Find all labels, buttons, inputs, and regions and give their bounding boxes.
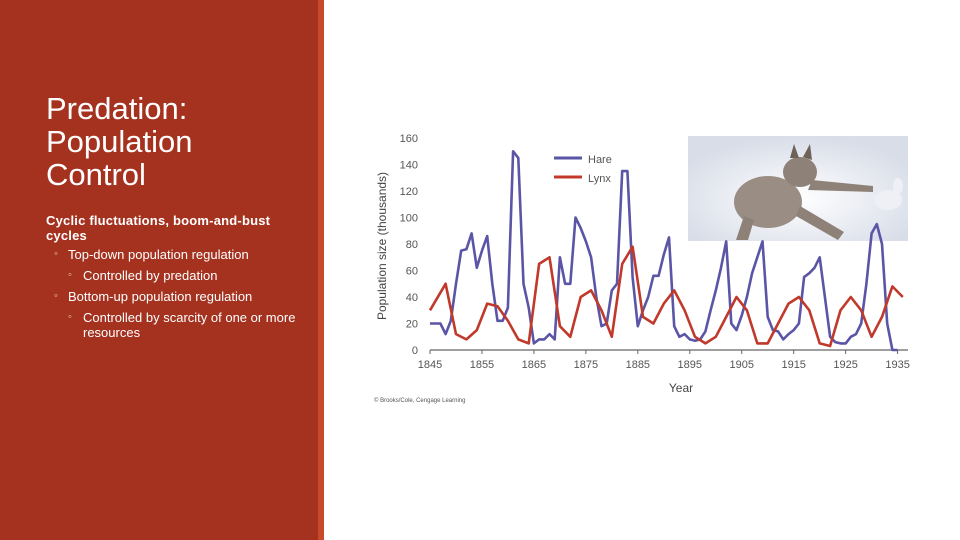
bullet-subitem: ◦ Controlled by scarcity of one or more … (68, 310, 296, 340)
bullet-main: Cyclic fluctuations, boom-and-bust cycle… (46, 213, 271, 243)
x-tick-label: 1875 (574, 359, 598, 371)
x-tick-labels: 1845 1855 1865 1875 1885 1895 1905 1915 1925 1935 (418, 359, 910, 371)
y-axis-label: Population size (thousands) (375, 172, 389, 320)
legend: Hare Lynx (554, 154, 612, 185)
x-tick-label: 1845 (418, 359, 442, 371)
x-tick-label: 1885 (626, 359, 650, 371)
bullet-icon: ◦ (68, 269, 72, 281)
bullet-list: Cyclic fluctuations, boom-and-bust cycle… (46, 213, 296, 346)
series-lines (428, 149, 904, 352)
y-tick-label: 40 (406, 292, 418, 304)
y-tick-label: 160 (400, 133, 418, 145)
bullet-icon: ◦ (54, 248, 58, 260)
x-tick-label: 1895 (678, 359, 702, 371)
x-tick-label: 1925 (833, 359, 857, 371)
x-tick-label: 1905 (729, 359, 753, 371)
x-tick-label: 1915 (781, 359, 805, 371)
x-axis-label: Year (669, 381, 693, 395)
copyright-note: © Brooks/Cole, Cengage Learning (374, 398, 466, 404)
y-tick-label: 80 (406, 239, 418, 251)
lynx-hare-illustration (688, 136, 908, 241)
x-tick-label: 1865 (522, 359, 546, 371)
y-tick-label: 0 (412, 345, 418, 357)
bullet-text: Top-down population regulation (68, 247, 249, 262)
title-panel (0, 0, 318, 540)
axes (429, 349, 908, 354)
legend-label-lynx: Lynx (588, 173, 611, 185)
y-tick-label: 100 (400, 213, 418, 225)
bullet-text: Controlled by scarcity of one or more re… (83, 310, 296, 340)
y-tick-label: 20 (406, 319, 418, 331)
bullet-item: ◦ Bottom-up population regulation (54, 289, 296, 304)
y-tick-label: 140 (400, 160, 418, 172)
y-tick-labels: 0 20 40 60 80 100 120 140 160 (400, 133, 418, 357)
bullet-text: Bottom-up population regulation (68, 289, 253, 304)
series-line-lynx (428, 245, 904, 348)
bullet-icon: ◦ (68, 311, 72, 323)
x-tick-label: 1935 (885, 359, 909, 371)
series-line-hare (430, 149, 898, 352)
legend-label-hare: Hare (588, 154, 612, 166)
bullet-text: Controlled by predation (83, 268, 218, 283)
y-tick-label: 60 (406, 266, 418, 278)
x-tick-label: 1855 (470, 359, 494, 371)
bullet-item: ◦ Top-down population regulation (54, 247, 296, 262)
slide-title: Predation: Population Control (46, 91, 193, 192)
y-tick-label: 120 (400, 186, 418, 198)
bullet-icon: ◦ (54, 290, 58, 302)
bullet-subitem: ◦ Controlled by predation (68, 268, 296, 283)
panel-edge (318, 0, 324, 540)
